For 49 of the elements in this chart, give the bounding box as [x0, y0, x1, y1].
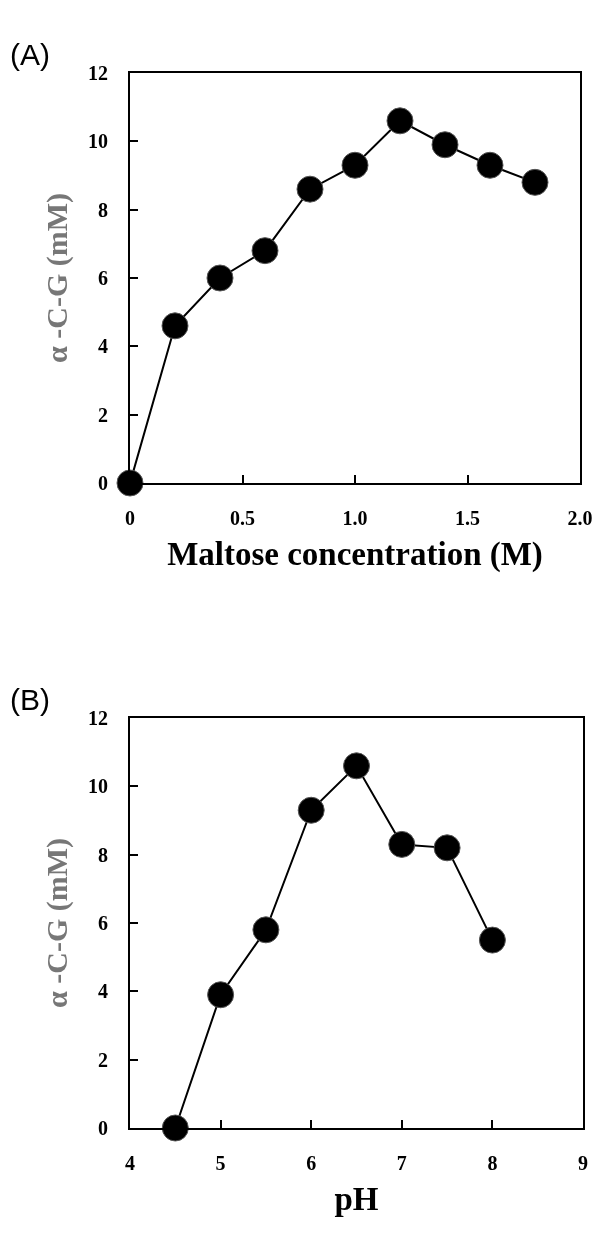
x-tick-label: 2.0 — [567, 507, 593, 529]
x-tick-label: 0.5 — [230, 507, 255, 529]
point — [386, 107, 414, 135]
y-tick-label: 0 — [98, 472, 108, 494]
point — [388, 830, 416, 858]
y-tick-label: 0 — [98, 1117, 108, 1139]
point — [207, 981, 235, 1009]
y-tick-label: 8 — [98, 198, 108, 221]
y-axis-title: α -C-G (mM) — [39, 192, 74, 364]
y-tick-label: 6 — [98, 912, 108, 934]
y-tick-label: 12 — [88, 707, 108, 729]
point — [343, 752, 370, 780]
y-tick-label: 10 — [88, 130, 108, 153]
point — [161, 312, 189, 340]
point — [161, 1114, 189, 1142]
text: (B) — [10, 683, 50, 716]
x-tick-label: 5 — [215, 1152, 226, 1174]
x-tick-label: 8 — [487, 1152, 498, 1174]
point — [341, 151, 369, 179]
point — [296, 175, 324, 203]
x-tick-label: 1.0 — [342, 507, 368, 529]
x-tick-label: 0 — [125, 507, 135, 529]
y-tick-label: 8 — [98, 843, 108, 866]
point — [297, 796, 325, 824]
y-tick-label: 4 — [98, 980, 108, 1003]
point — [116, 469, 144, 497]
point — [252, 916, 280, 944]
x-tick-label: 9 — [578, 1152, 588, 1174]
point — [251, 237, 279, 265]
y-tick-label: 2 — [98, 403, 108, 426]
x-tick-label: 7 — [396, 1152, 407, 1174]
x-tick-label: 4 — [125, 1152, 135, 1174]
point — [431, 131, 459, 159]
point — [433, 834, 461, 862]
y-tick-label: 2 — [98, 1048, 108, 1071]
point — [476, 151, 504, 179]
y-tick-label: 6 — [98, 267, 108, 289]
y-tick-label: 4 — [98, 335, 108, 358]
text: (A) — [10, 38, 50, 71]
x-tick-label: 1.5 — [455, 507, 480, 529]
y-axis-title: α -C-G (mM) — [39, 837, 74, 1009]
x-tick-label: 6 — [306, 1152, 317, 1174]
y-tick-label: 10 — [88, 775, 108, 798]
y-tick-label: 12 — [88, 62, 108, 84]
x-axis-title: Maltose concentration (M) — [167, 536, 543, 574]
point — [521, 168, 549, 196]
x-axis-title: pH — [334, 1181, 379, 1218]
point — [206, 264, 234, 292]
point — [478, 926, 506, 954]
